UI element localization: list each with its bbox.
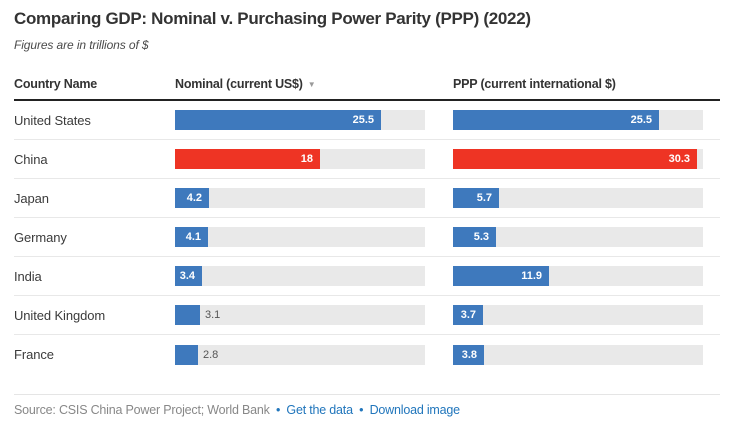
gdp-bar-fill <box>175 149 320 169</box>
ppp-bar-cell: 11.9 <box>453 266 720 286</box>
table-header: Country Name Nominal (current US$) ▼ PPP … <box>14 77 720 101</box>
column-header-country-label: Country Name <box>14 77 98 91</box>
gdp-bar-value: 25.5 <box>352 114 374 126</box>
table-row: United States 25.5 25.5 <box>14 101 720 140</box>
gdp-bar-fill <box>175 110 381 130</box>
gdp-bar-fill <box>453 110 659 130</box>
gdp-bar-fill <box>453 227 496 247</box>
chart-subtitle: Figures are in trillions of $ <box>14 38 149 52</box>
footer-separator: • <box>275 403 281 417</box>
table-row: India 3.4 11.9 <box>14 257 720 296</box>
gdp-bar-value: 4.2 <box>186 192 202 204</box>
nominal-bar-cell: 2.8 <box>175 344 453 365</box>
gdp-bar-fill <box>175 344 198 365</box>
nominal-bar-cell: 4.2 <box>175 188 453 208</box>
ppp-bar-cell: 3.7 <box>453 305 720 325</box>
gdp-bar-track: 5.3 <box>453 227 703 247</box>
gdp-bar-fill <box>453 344 484 365</box>
source-text: Source: CSIS China Power Project; World … <box>14 403 270 417</box>
ppp-bar-cell: 30.3 <box>453 149 720 169</box>
gdp-bar-fill <box>453 188 499 208</box>
footer: Source: CSIS China Power Project; World … <box>14 395 720 417</box>
download-image-link[interactable]: Download image <box>369 403 461 417</box>
table-body: United States 25.5 25.5 China 18 <box>14 101 720 374</box>
table-row: France 2.8 3.8 <box>14 335 720 374</box>
ppp-bar-cell: 3.8 <box>453 344 720 365</box>
gdp-bar-value: 3.4 <box>179 270 195 282</box>
country-label: China <box>14 151 48 167</box>
country-label: United States <box>14 112 91 128</box>
country-label: France <box>14 347 54 362</box>
gdp-bar-fill <box>175 266 202 286</box>
gdp-bar-value: 18 <box>300 153 313 165</box>
table-row: Germany 4.1 5.3 <box>14 218 720 257</box>
nominal-bar-cell: 4.1 <box>175 227 453 247</box>
ppp-bar-cell: 5.3 <box>453 227 720 247</box>
gdp-bar-track: 4.1 <box>175 227 425 247</box>
gdp-bar-value: 4.1 <box>185 231 201 243</box>
gdp-bar-fill <box>175 305 200 325</box>
gdp-bar-track: 3.1 <box>175 305 425 325</box>
gdp-bar-fill <box>175 227 208 247</box>
gdp-bar-value: 30.3 <box>668 153 690 165</box>
nominal-bar-cell: 18 <box>175 149 453 169</box>
gdp-bar-value: 11.9 <box>521 270 542 282</box>
gdp-bar-track: 11.9 <box>453 266 703 286</box>
nominal-bar-cell: 25.5 <box>175 110 453 130</box>
column-header-nominal-label: Nominal (current US$) <box>175 77 303 91</box>
gdp-bar-value: 3.7 <box>460 309 476 321</box>
gdp-bar-track: 3.8 <box>453 344 703 365</box>
footer-separator: • <box>359 403 364 417</box>
gdp-bar-value: 3.1 <box>205 309 221 321</box>
gdp-bar-fill <box>175 188 209 208</box>
country-label: United Kingdom <box>14 307 106 323</box>
chart-title: Comparing GDP: Nominal v. Purchasing Pow… <box>14 9 531 28</box>
gdp-bar-track: 5.7 <box>453 188 703 208</box>
column-header-ppp[interactable]: PPP (current international $) <box>453 77 720 91</box>
footer-divider <box>14 394 720 395</box>
column-header-nominal[interactable]: Nominal (current US$) ▼ <box>175 77 453 91</box>
table-row: United Kingdom 3.1 3.7 <box>14 296 720 335</box>
column-header-ppp-label: PPP (current international $) <box>453 77 616 91</box>
country-label: Germany <box>14 229 67 245</box>
gdp-bar-track: 3.7 <box>453 305 703 325</box>
gdp-bar-value: 5.3 <box>473 231 489 243</box>
gdp-bar-track: 25.5 <box>175 110 425 130</box>
country-label: India <box>14 268 42 284</box>
gdp-bar-track: 4.2 <box>175 188 425 208</box>
gdp-bar-track: 2.8 <box>175 344 425 365</box>
gdp-bar-track: 18 <box>175 149 425 169</box>
gdp-bar-value: 25.5 <box>630 114 652 126</box>
nominal-bar-cell: 3.1 <box>175 305 453 325</box>
gdp-bar-value: 5.7 <box>476 192 492 204</box>
gdp-bar-fill <box>453 266 549 286</box>
ppp-bar-cell: 5.7 <box>453 188 720 208</box>
gdp-bar-value: 2.8 <box>203 348 219 361</box>
gdp-bar-fill <box>453 305 483 325</box>
gdp-bar-fill <box>453 149 697 169</box>
gdp-bar-value: 3.8 <box>461 348 477 361</box>
sort-desc-icon[interactable]: ▼ <box>307 80 316 89</box>
table-row: Japan 4.2 5.7 <box>14 179 720 218</box>
nominal-bar-cell: 3.4 <box>175 266 453 286</box>
gdp-bar-track: 3.4 <box>175 266 425 286</box>
get-the-data-link[interactable]: Get the data <box>286 403 353 417</box>
table-row: China 18 30.3 <box>14 140 720 179</box>
gdp-bar-track: 30.3 <box>453 149 703 169</box>
ppp-bar-cell: 25.5 <box>453 110 720 130</box>
gdp-bar-track: 25.5 <box>453 110 703 130</box>
country-label: Japan <box>14 190 49 206</box>
column-header-country[interactable]: Country Name <box>14 77 175 91</box>
